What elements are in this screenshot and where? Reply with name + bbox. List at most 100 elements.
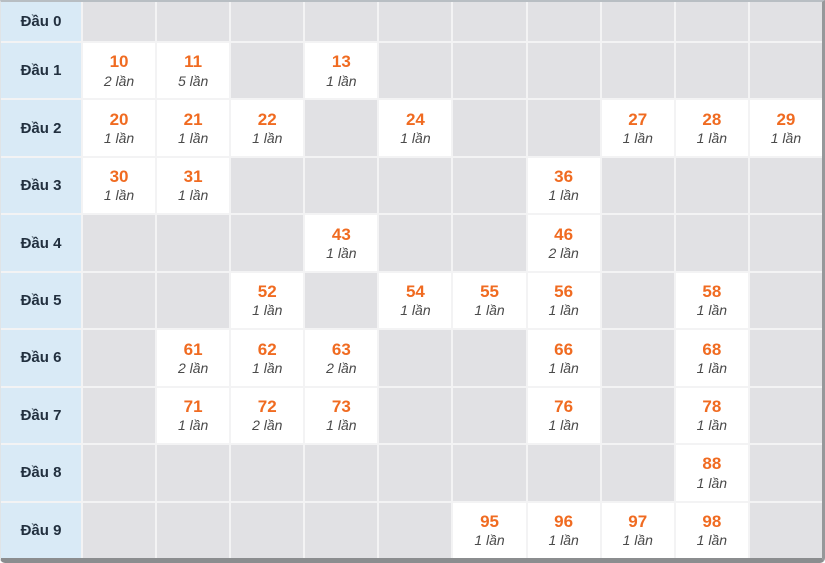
stat-number: 20 <box>109 109 129 129</box>
stat-count: 1 lần <box>252 359 283 376</box>
empty-cell <box>601 43 674 99</box>
empty-cell <box>379 445 452 501</box>
stat-cell-72: 72 2 lần <box>231 387 304 444</box>
empty-cell <box>453 100 526 156</box>
empty-cell <box>231 43 304 99</box>
stat-count: 1 lần <box>326 417 357 434</box>
stat-number: 56 <box>554 282 574 302</box>
stat-count: 1 lần <box>400 302 431 319</box>
stat-number: 54 <box>405 282 425 302</box>
empty-cell <box>601 215 674 271</box>
empty-cell <box>527 100 600 156</box>
stat-cell-36: 36 1 lần <box>527 157 600 214</box>
stat-cell-63: 63 2 lần <box>305 330 378 386</box>
empty-cell <box>83 387 156 444</box>
empty-cell <box>305 2 378 41</box>
empty-cell <box>453 2 526 41</box>
stat-number: 78 <box>702 397 722 416</box>
stat-count: 1 lần <box>548 302 579 319</box>
stat-count: 1 lần <box>696 359 728 376</box>
empty-cell <box>749 215 822 271</box>
row-label-dau-9: Đầu 9 <box>1 502 81 558</box>
empty-cell <box>453 215 526 271</box>
empty-cell <box>157 502 230 558</box>
row-label-dau-0: Đầu 0 <box>1 2 81 41</box>
stat-number: 46 <box>554 224 574 244</box>
empty-cell <box>675 43 748 99</box>
stat-count: 1 lần <box>696 417 728 434</box>
empty-cell <box>675 2 748 41</box>
empty-cell <box>305 445 378 501</box>
stat-number: 22 <box>257 109 277 129</box>
stat-cell-58: 58 1 lần <box>675 272 748 329</box>
stat-number: 10 <box>109 52 129 72</box>
empty-cell <box>231 2 304 41</box>
stat-count: 1 lần <box>622 532 653 549</box>
stat-count: 2 lần <box>103 72 135 89</box>
empty-cell <box>83 2 156 41</box>
empty-cell <box>157 2 230 41</box>
stat-number: 71 <box>183 397 203 416</box>
stat-number: 61 <box>183 339 203 359</box>
stat-number: 95 <box>480 511 499 531</box>
stat-number: 66 <box>554 339 574 359</box>
stat-cell-11: 11 5 lần <box>157 43 230 99</box>
empty-cell <box>453 43 526 99</box>
stat-count: 2 lần <box>252 417 283 434</box>
empty-cell <box>601 387 674 444</box>
stat-count: 1 lần <box>177 130 209 147</box>
stat-count: 1 lần <box>326 72 357 89</box>
empty-cell <box>231 215 304 271</box>
row-label-dau-1: Đầu 1 <box>1 43 81 99</box>
stat-count: 1 lần <box>103 130 135 147</box>
empty-cell <box>601 445 674 501</box>
empty-cell <box>379 215 452 271</box>
empty-cell <box>83 272 156 329</box>
stat-number: 96 <box>554 511 574 531</box>
stat-cell-28: 28 1 lần <box>675 100 748 156</box>
stat-cell-98: 98 1 lần <box>675 502 748 558</box>
stat-cell-56: 56 1 lần <box>527 272 600 329</box>
stat-cell-73: 73 1 lần <box>305 387 378 444</box>
empty-cell <box>379 157 452 214</box>
row-label-dau-8: Đầu 8 <box>1 445 81 501</box>
empty-cell <box>453 330 526 386</box>
empty-cell <box>157 272 230 329</box>
stat-number: 21 <box>183 109 203 129</box>
stat-number: 11 <box>184 52 203 72</box>
stat-cell-10: 10 2 lần <box>83 43 156 99</box>
stat-count: 1 lần <box>474 302 505 319</box>
stat-count: 1 lần <box>622 130 653 147</box>
empty-cell <box>749 272 822 329</box>
empty-cell <box>749 445 822 501</box>
stat-number: 97 <box>628 511 648 531</box>
stat-count: 1 lần <box>177 187 209 204</box>
stat-cell-55: 55 1 lần <box>453 272 526 329</box>
empty-cell <box>527 2 600 41</box>
stat-count: 2 lần <box>326 359 357 376</box>
stat-cell-76: 76 1 lần <box>527 387 600 444</box>
stat-number: 88 <box>702 454 722 474</box>
row-label-dau-3: Đầu 3 <box>1 157 81 214</box>
stat-number: 63 <box>331 339 351 359</box>
empty-cell <box>231 502 304 558</box>
empty-cell <box>305 157 378 214</box>
stat-number: 29 <box>776 109 796 129</box>
row-label-dau-4: Đầu 4 <box>1 215 81 271</box>
empty-cell <box>379 502 452 558</box>
stat-cell-54: 54 1 lần <box>379 272 452 329</box>
stat-number: 72 <box>257 397 277 416</box>
stat-number: 36 <box>554 167 574 187</box>
stat-cell-22: 22 1 lần <box>231 100 304 156</box>
empty-cell <box>379 330 452 386</box>
stat-count: 1 lần <box>252 130 283 147</box>
stat-cell-96: 96 1 lần <box>527 502 600 558</box>
empty-cell <box>527 43 600 99</box>
stat-cell-21: 21 1 lần <box>157 100 230 156</box>
empty-cell <box>453 157 526 214</box>
stat-count: 1 lần <box>252 302 283 319</box>
stat-number: 76 <box>554 397 574 416</box>
stat-number: 98 <box>702 511 722 531</box>
stat-cell-66: 66 1 lần <box>527 330 600 386</box>
